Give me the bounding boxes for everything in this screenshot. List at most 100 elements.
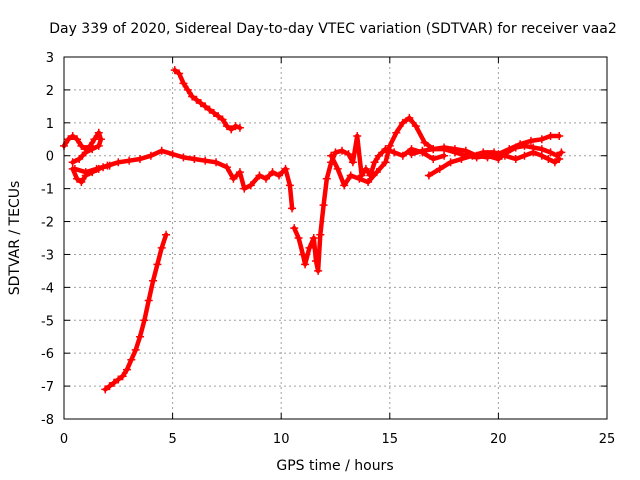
data-point [353, 131, 362, 140]
data-point [73, 135, 82, 144]
y-tick-label: -3 [41, 248, 54, 263]
data-point [96, 135, 105, 144]
data-point [179, 153, 188, 162]
data-point [537, 135, 546, 144]
data-point [398, 151, 407, 160]
data-point [175, 69, 184, 78]
data-point [246, 181, 255, 190]
data-point [162, 230, 171, 239]
x-axis-title: GPS time / hours [276, 458, 393, 474]
data-point [461, 146, 470, 155]
data-point [418, 146, 427, 155]
data-point [411, 122, 420, 131]
data-point [309, 234, 318, 242]
data-point [77, 141, 86, 150]
data-point [240, 184, 249, 193]
data-point [209, 108, 218, 117]
data-point [529, 143, 538, 152]
data-point [503, 148, 512, 157]
data-point [144, 296, 153, 305]
chart-title: Day 339 of 2020, Sidereal Day-to-day VTE… [49, 21, 617, 37]
data-point [127, 355, 136, 364]
data-point [64, 135, 73, 144]
data-point [196, 99, 205, 108]
y-tick-label: -5 [41, 314, 54, 329]
x-tick-label: 0 [60, 432, 68, 447]
data-point [526, 136, 535, 145]
data-point [305, 243, 314, 252]
data-point [149, 276, 158, 285]
data-point [222, 163, 231, 172]
data-point [136, 332, 145, 341]
data-point [374, 151, 383, 160]
data-point [94, 164, 103, 173]
data-point [201, 156, 210, 165]
data-point [298, 250, 307, 259]
data-point [348, 158, 357, 167]
data-point [114, 158, 123, 167]
data-point [405, 113, 414, 122]
data-point [125, 156, 134, 165]
data-point [268, 168, 277, 177]
data-point [94, 141, 103, 150]
data-point [340, 181, 349, 190]
data-point [170, 66, 179, 75]
data-point [261, 174, 270, 183]
data-point [429, 155, 438, 164]
data-point [483, 151, 492, 160]
data-point [235, 168, 244, 177]
data-point [275, 171, 284, 180]
data-point [344, 150, 353, 159]
data-point [290, 224, 299, 233]
series-line [485, 143, 564, 162]
data-point [68, 164, 77, 173]
data-point [494, 155, 503, 164]
y-axis-title: SDTVAR / TECUs [7, 181, 23, 296]
series-east-mid [483, 141, 566, 164]
data-point [118, 372, 127, 381]
data-point [314, 266, 323, 275]
data-point [435, 164, 444, 173]
series-line [172, 67, 243, 132]
data-point [146, 151, 155, 160]
tick-layer: 0 5 10 15 20 25 -8 -7 -6 -5 -4 -3 -2 -1 0 1 2 3 [41, 51, 615, 447]
data-point [381, 158, 390, 167]
data-point [109, 378, 118, 387]
plot-frame [63, 56, 608, 420]
data-point [331, 148, 340, 157]
data-point [450, 145, 459, 154]
data-point [131, 345, 140, 354]
data-point [101, 385, 110, 394]
data-point [520, 151, 529, 160]
data-point [372, 168, 381, 177]
data-point [190, 155, 199, 164]
data-point [472, 151, 481, 160]
series-line [61, 130, 104, 165]
data-point [398, 118, 407, 127]
data-point [192, 95, 201, 104]
data-point [73, 174, 82, 183]
data-point [88, 145, 97, 154]
data-point [390, 148, 399, 157]
x-tick-label: 20 [490, 432, 507, 447]
data-point [319, 201, 328, 210]
data-point [301, 260, 310, 269]
data-point [511, 143, 520, 152]
series-baseline [70, 146, 297, 213]
data-point [281, 164, 290, 173]
data-point [157, 146, 166, 155]
data-point [183, 85, 192, 94]
data-point [316, 230, 325, 239]
data-point [327, 151, 336, 160]
x-tick-label: 5 [168, 432, 176, 447]
data-point [550, 158, 559, 167]
data-point [407, 150, 416, 159]
data-point [364, 178, 373, 187]
series-upper-segment [170, 66, 244, 134]
y-tick-label: 2 [46, 84, 54, 99]
data-point [235, 123, 244, 132]
data-point [88, 168, 97, 177]
series-line [103, 232, 169, 392]
data-point [446, 158, 455, 167]
